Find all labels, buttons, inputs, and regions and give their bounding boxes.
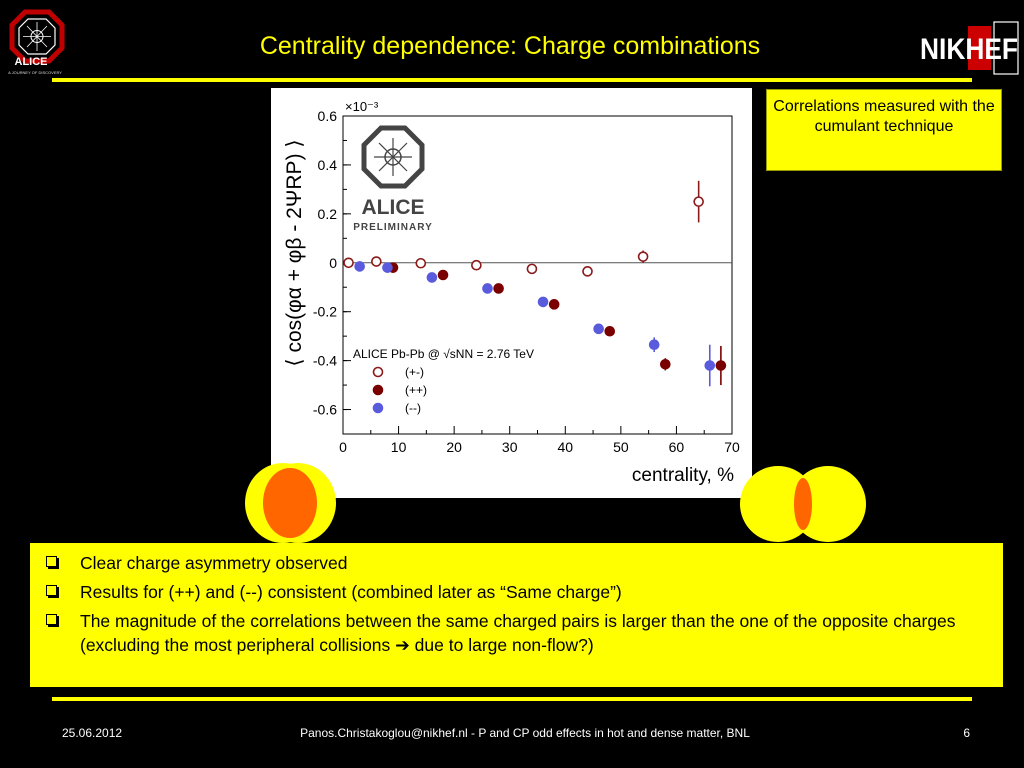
bullet-item: Results for (++) and (--) consistent (co… <box>42 580 989 604</box>
y-scale-label: ×10⁻³ <box>345 99 379 114</box>
note-box: Correlations measured with the cumulant … <box>766 89 1002 171</box>
data-point <box>548 299 560 310</box>
x-tick-label: 20 <box>446 439 462 455</box>
legend-marker <box>372 384 384 396</box>
data-point <box>593 323 604 335</box>
data-point <box>660 358 671 370</box>
checkbox-bullet-icon <box>46 585 57 596</box>
plot-frame <box>342 115 733 435</box>
bullet-text: The magnitude of the correlations betwee… <box>80 611 956 655</box>
bullet-item: Clear charge asymmetry observed <box>42 551 989 575</box>
footer-date: 25.06.2012 <box>62 726 123 740</box>
data-point <box>526 263 538 275</box>
x-tick-label: 10 <box>391 439 407 455</box>
y-tick-label: 0 <box>329 255 337 271</box>
data-point <box>693 196 704 207</box>
data-point <box>343 257 354 269</box>
legend-entry: (++) <box>405 383 427 397</box>
legend-marker <box>372 402 384 414</box>
y-tick-label: -0.4 <box>313 353 337 369</box>
data-point <box>493 283 504 294</box>
alice-tagline: A JOURNEY OF DISCOVERY <box>8 70 62 75</box>
nikhef-logo: NIKHEF <box>920 21 1019 75</box>
peripheral-collision-icon <box>740 466 866 542</box>
legend-marker <box>372 366 384 378</box>
chart-marks <box>343 180 727 387</box>
data-point <box>604 325 616 337</box>
chart-axes: 0 10 20 30 40 50 60 70 0.6 0.4 0.2 0 -0.2 -0.4 -0.6 cen… <box>283 99 740 486</box>
x-tick-label: 70 <box>724 439 740 455</box>
y-tick-label: -0.6 <box>313 402 337 418</box>
y-tick-label: 0.6 <box>318 108 338 124</box>
legend-entry: (+-) <box>405 365 424 379</box>
y-axis-label: ⟨ cos(φα + φβ - 2ΨRP) ⟩ <box>283 139 306 366</box>
data-point <box>704 360 716 371</box>
data-point <box>715 360 727 371</box>
footer-author: Panos.Christakoglou@nikhef.nl - P and CP… <box>300 726 750 740</box>
slide-title: Centrality dependence: Charge combinatio… <box>259 32 761 60</box>
correlation-chart: ALICE PRELIMINARY 0 10 20 30 40 50 60 700.60.40… <box>283 99 740 486</box>
data-point <box>582 266 593 277</box>
checkbox-bullet-icon <box>46 556 57 567</box>
data-point <box>354 261 365 272</box>
chart-legend: ALICE Pb-Pb @ √sNN = 2.76 TeV (+-) (++) (--… <box>353 347 534 415</box>
legend-title: ALICE Pb-Pb @ √sNN = 2.76 TeV <box>353 347 534 361</box>
data-point <box>382 262 393 273</box>
data-point <box>471 259 482 271</box>
data-point <box>637 251 649 262</box>
chart-panel: ALICE PRELIMINARY 0 10 20 30 40 50 60 70 0.6 0.4 0… <box>271 88 752 498</box>
x-tick-label: 60 <box>669 439 685 455</box>
data-point <box>437 269 449 281</box>
data-point <box>648 339 660 351</box>
alice-preliminary-watermark: ALICE PRELIMINARY <box>353 125 433 233</box>
y-tick-label: 0.2 <box>318 206 338 222</box>
bullet-box: Clear charge asymmetry observed Results … <box>30 543 1003 687</box>
page-number: 6 <box>963 726 970 740</box>
data-point <box>537 296 549 308</box>
watermark-preliminary-text: PRELIMINARY <box>353 222 433 233</box>
y-tick-label: 0.4 <box>318 157 338 173</box>
x-axis-label: centrality, % <box>632 465 734 486</box>
data-point <box>415 257 427 269</box>
alice-logo-text: ALICE <box>14 56 48 68</box>
bullet-text: Clear charge asymmetry observed <box>80 553 348 573</box>
x-tick-label: 0 <box>339 439 347 455</box>
nikhef-logo-text: NIKHEF <box>920 33 1018 66</box>
x-tick-label: 40 <box>557 439 573 455</box>
bullet-text: Results for (++) and (--) consistent (co… <box>80 582 622 602</box>
x-tick-label: 50 <box>613 439 629 455</box>
data-point <box>482 283 493 294</box>
bullet-item: The magnitude of the correlations betwee… <box>42 609 989 657</box>
footer-divider <box>52 697 972 701</box>
alice-logo <box>9 9 65 64</box>
central-collision-icon <box>245 463 336 543</box>
title-divider <box>52 78 972 82</box>
data-point <box>371 256 382 267</box>
x-tick-label: 30 <box>502 439 518 455</box>
watermark-alice-text: ALICE <box>362 196 425 219</box>
checkbox-bullet-icon <box>46 614 57 625</box>
data-point <box>426 272 438 283</box>
legend-entry: (--) <box>405 401 421 415</box>
y-tick-label: -0.2 <box>313 304 337 320</box>
